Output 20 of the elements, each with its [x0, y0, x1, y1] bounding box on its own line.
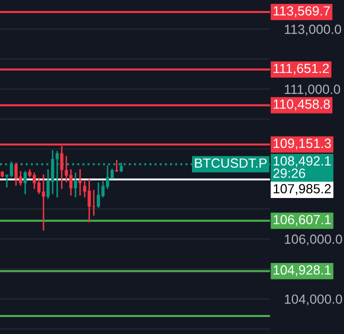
- candlestick: [69, 169, 73, 196]
- ref-line-label: 108,492.1 29:26: [273, 156, 331, 178]
- ref-line-label: 110,458.8: [274, 99, 330, 110]
- candlestick: [42, 174, 46, 231]
- y-tick-label: 113,000.0: [284, 24, 342, 36]
- ref-line-label: 111,651.2: [274, 64, 329, 75]
- ref-line-label: 109,151.3: [274, 138, 331, 150]
- candlestick: [115, 160, 118, 172]
- ref-line-label: 113,569.7: [274, 6, 330, 18]
- y-tick-label: 106,000.0: [284, 234, 342, 246]
- candlestick: [24, 171, 27, 194]
- candlestick: [14, 162, 18, 186]
- ref-line-label: 107,985.2: [274, 184, 331, 195]
- candlestick: [74, 172, 78, 198]
- annotation: BTCUSDT.P: [195, 158, 267, 168]
- ref-line-label: 106,607.1: [274, 214, 331, 226]
- y-tick-label: 104,000.0: [284, 294, 342, 306]
- ref-line-label: 104,928.1: [274, 265, 331, 276]
- y-tick-label: 111,000.0: [284, 84, 340, 96]
- candlestick: [10, 162, 14, 178]
